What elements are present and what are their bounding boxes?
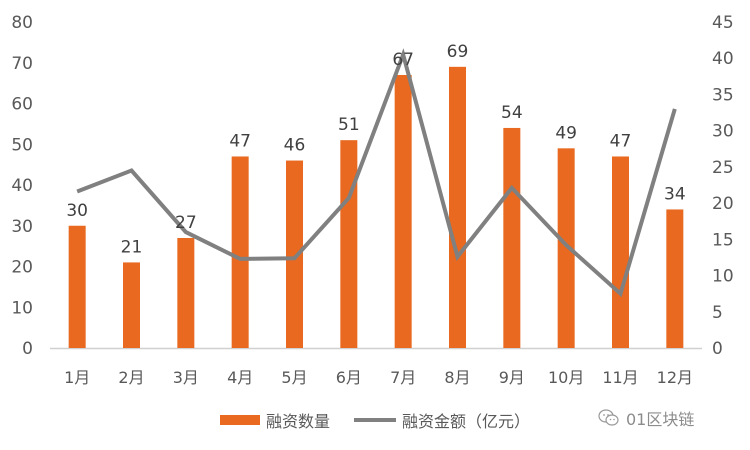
bar[interactable] <box>612 156 629 348</box>
left-axis-tick: 20 <box>11 258 33 278</box>
bar[interactable] <box>68 225 86 348</box>
left-axis-tick: 50 <box>11 135 33 155</box>
legend-label-count: 融资数量 <box>266 412 331 431</box>
left-axis-tick: 30 <box>11 217 33 237</box>
left-axis-tick: 10 <box>11 298 33 318</box>
x-axis-label: 12月 <box>657 368 693 387</box>
x-axis-label: 8月 <box>444 368 470 387</box>
left-axis-tick: 70 <box>11 54 33 74</box>
bar[interactable] <box>123 262 140 348</box>
bar-data-label: 27 <box>175 213 197 233</box>
right-axis-tick: 15 <box>712 230 734 250</box>
right-axis-tick: 45 <box>712 13 734 33</box>
bar-data-label: 69 <box>447 42 469 62</box>
bar-swatch-icon <box>220 415 260 425</box>
right-axis-tick: 25 <box>712 158 734 178</box>
bar[interactable] <box>231 156 249 348</box>
left-axis-tick: 0 <box>22 339 33 359</box>
legend: 融资数量 融资金额（亿元） <box>220 408 554 432</box>
bar[interactable] <box>503 127 521 348</box>
bar-data-label: 30 <box>66 201 88 221</box>
x-axis-label: 4月 <box>227 368 253 387</box>
bar[interactable] <box>557 148 575 348</box>
left-axis-ticks: 0 10 20 30 40 50 60 70 80 <box>11 13 33 359</box>
legend-item-amount[interactable]: 融资金额（亿元） <box>354 408 530 432</box>
bar-data-label: 21 <box>121 237 143 257</box>
left-axis-tick: 80 <box>11 13 33 33</box>
bar[interactable] <box>340 140 358 348</box>
bar[interactable] <box>666 209 684 348</box>
watermark-text: 01区块链 <box>626 410 695 429</box>
right-axis-tick: 30 <box>712 122 734 142</box>
bar[interactable] <box>394 74 412 348</box>
x-axis-labels: 1月 2月 3月 4月 5月 6月 7月 8月 9月 10月 11月 12月 <box>64 368 693 387</box>
x-axis-label: 9月 <box>499 368 525 387</box>
x-axis-label: 10月 <box>548 368 584 387</box>
bar[interactable] <box>449 66 466 348</box>
line-swatch-icon <box>354 418 397 422</box>
watermark: 01区块链 <box>598 406 694 430</box>
right-axis-tick: 0 <box>712 339 723 359</box>
right-axis-tick: 10 <box>712 267 734 287</box>
bar-data-label: 46 <box>284 136 306 156</box>
bar-data-label: 67 <box>392 50 414 70</box>
x-axis-label: 1月 <box>64 368 90 387</box>
right-axis-tick: 20 <box>712 194 734 214</box>
right-axis-tick: 35 <box>712 85 734 105</box>
x-axis-label: 11月 <box>602 368 638 387</box>
bar-data-label: 54 <box>501 103 523 123</box>
right-axis-tick: 40 <box>712 49 734 69</box>
bar-series-financing-count <box>68 66 684 348</box>
legend-label-amount: 融资金额（亿元） <box>402 412 531 431</box>
bar-data-labels: 30 21 27 47 46 51 67 69 54 49 47 34 <box>66 42 685 258</box>
x-axis-label: 2月 <box>118 368 144 387</box>
x-axis-label: 6月 <box>336 368 362 387</box>
left-axis-tick: 60 <box>11 95 33 115</box>
line-series-financing-amount <box>76 48 677 298</box>
left-axis-tick: 40 <box>11 176 33 196</box>
bar-data-label: 34 <box>664 184 686 204</box>
wechat-icon <box>598 409 619 426</box>
bar[interactable] <box>177 237 195 348</box>
x-axis-label: 7月 <box>390 368 416 387</box>
bar-data-label: 47 <box>610 131 632 151</box>
x-axis-label: 3月 <box>173 368 199 387</box>
bar-data-label: 47 <box>229 131 251 151</box>
combo-chart: 0 10 20 30 40 50 60 70 80 0 5 10 15 20 25 30 35 40 45 30 2… <box>11 13 734 387</box>
x-axis-label: 5月 <box>281 368 307 387</box>
bar[interactable] <box>286 160 303 348</box>
bar-data-label: 49 <box>555 123 577 143</box>
legend-item-count[interactable]: 融资数量 <box>220 408 330 432</box>
right-axis-ticks: 0 5 10 15 20 25 30 35 40 45 <box>712 13 734 359</box>
bar-data-label: 51 <box>338 115 360 135</box>
right-axis-tick: 5 <box>712 303 723 323</box>
